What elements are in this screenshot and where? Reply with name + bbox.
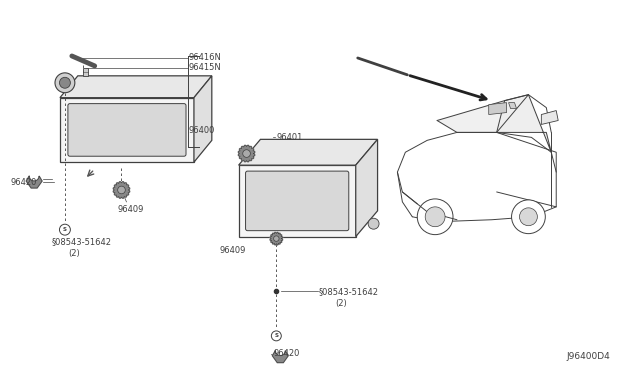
Text: 96401: 96401 bbox=[276, 133, 303, 142]
Circle shape bbox=[243, 150, 250, 157]
Circle shape bbox=[511, 200, 545, 234]
FancyBboxPatch shape bbox=[68, 104, 186, 156]
Polygon shape bbox=[356, 140, 378, 237]
Polygon shape bbox=[509, 103, 516, 109]
Bar bbox=[83, 68, 88, 76]
Polygon shape bbox=[437, 95, 529, 132]
Text: 96420: 96420 bbox=[10, 177, 36, 186]
Polygon shape bbox=[541, 110, 558, 125]
Text: §08543-51642: §08543-51642 bbox=[319, 287, 379, 296]
Text: (2): (2) bbox=[68, 249, 79, 258]
Polygon shape bbox=[238, 145, 255, 162]
Polygon shape bbox=[60, 98, 194, 162]
Circle shape bbox=[368, 218, 379, 229]
Text: 96409: 96409 bbox=[220, 246, 246, 255]
Text: 96416N: 96416N bbox=[189, 54, 222, 62]
Polygon shape bbox=[497, 95, 551, 152]
Text: 96420: 96420 bbox=[273, 349, 300, 358]
Polygon shape bbox=[270, 232, 283, 245]
Polygon shape bbox=[239, 140, 378, 165]
Polygon shape bbox=[273, 351, 288, 363]
Polygon shape bbox=[26, 176, 42, 188]
Text: S: S bbox=[275, 333, 278, 339]
Circle shape bbox=[417, 199, 453, 235]
Circle shape bbox=[60, 224, 70, 235]
Text: 96415N: 96415N bbox=[189, 63, 221, 73]
Text: J96400D4: J96400D4 bbox=[566, 352, 610, 361]
Circle shape bbox=[118, 186, 125, 194]
Circle shape bbox=[520, 208, 538, 226]
Circle shape bbox=[425, 207, 445, 227]
Text: 96409: 96409 bbox=[118, 205, 144, 214]
Circle shape bbox=[55, 73, 75, 93]
Circle shape bbox=[273, 236, 279, 241]
FancyBboxPatch shape bbox=[246, 171, 349, 231]
Text: §08543-51642: §08543-51642 bbox=[52, 237, 112, 246]
Text: (2): (2) bbox=[335, 299, 347, 308]
Polygon shape bbox=[194, 76, 212, 162]
Polygon shape bbox=[113, 182, 130, 198]
Polygon shape bbox=[60, 76, 212, 98]
Polygon shape bbox=[489, 103, 507, 115]
Circle shape bbox=[271, 331, 282, 341]
Text: S: S bbox=[63, 227, 67, 232]
Text: 96400: 96400 bbox=[189, 126, 216, 135]
Circle shape bbox=[60, 77, 70, 88]
Polygon shape bbox=[239, 165, 356, 237]
